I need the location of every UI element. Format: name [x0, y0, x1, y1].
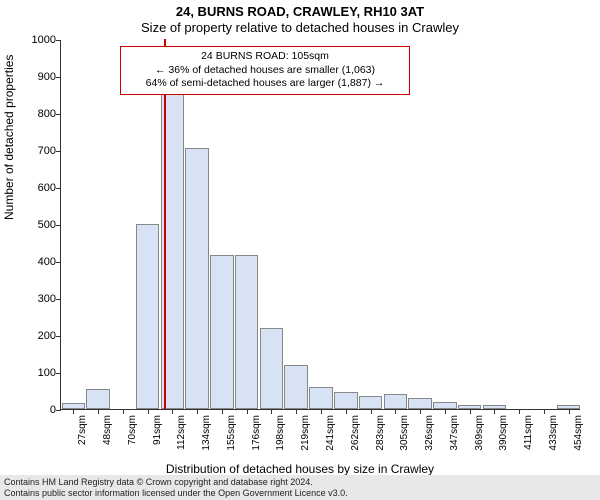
x-tick-mark	[346, 409, 347, 414]
histogram-bar	[483, 405, 507, 409]
histogram-bar	[433, 402, 457, 409]
x-tick-mark	[73, 409, 74, 414]
x-tick-label: 411sqm	[523, 415, 534, 450]
y-tick-label: 1000	[16, 34, 56, 46]
annotation-line: 64% of semi-detached houses are larger (…	[127, 77, 403, 91]
x-tick-mark	[321, 409, 322, 414]
y-tick-mark	[56, 373, 61, 374]
x-tick-label: 155sqm	[226, 415, 237, 451]
histogram-bar	[309, 387, 333, 409]
x-tick-label: 198sqm	[275, 415, 286, 451]
x-tick-mark	[98, 409, 99, 414]
y-tick-mark	[56, 299, 61, 300]
page-title: 24, BURNS ROAD, CRAWLEY, RH10 3AT	[0, 0, 600, 19]
x-tick-mark	[172, 409, 173, 414]
histogram-bar	[334, 392, 358, 409]
y-tick-mark	[56, 225, 61, 226]
y-tick-label: 600	[16, 182, 56, 194]
y-tick-label: 700	[16, 145, 56, 157]
histogram-bar	[408, 398, 432, 409]
x-tick-label: 390sqm	[498, 415, 509, 451]
annotation-line: 24 BURNS ROAD: 105sqm	[127, 50, 403, 64]
histogram-bar	[210, 255, 234, 409]
histogram-bar	[185, 148, 209, 409]
x-tick-mark	[445, 409, 446, 414]
annotation-line: ← 36% of detached houses are smaller (1,…	[127, 64, 403, 78]
footer-line-1: Contains HM Land Registry data © Crown c…	[4, 477, 596, 487]
x-tick-label: 112sqm	[176, 415, 187, 450]
x-tick-label: 241sqm	[325, 415, 336, 451]
histogram-bar	[260, 328, 284, 409]
histogram-bar	[136, 224, 160, 409]
y-tick-label: 800	[16, 108, 56, 120]
x-tick-label: 305sqm	[399, 415, 410, 451]
x-tick-label: 454sqm	[573, 415, 584, 451]
x-tick-mark	[271, 409, 272, 414]
x-tick-label: 219sqm	[300, 415, 311, 451]
x-tick-mark	[470, 409, 471, 414]
x-tick-label: 347sqm	[449, 415, 460, 451]
x-tick-label: 176sqm	[251, 415, 262, 451]
histogram-bar	[86, 389, 110, 409]
x-tick-mark	[494, 409, 495, 414]
x-tick-mark	[544, 409, 545, 414]
y-tick-mark	[56, 410, 61, 411]
page-subtitle: Size of property relative to detached ho…	[0, 19, 600, 35]
x-tick-label: 48sqm	[102, 415, 113, 445]
x-tick-mark	[519, 409, 520, 414]
x-tick-label: 70sqm	[127, 415, 138, 445]
histogram-bar	[557, 405, 581, 409]
x-tick-label: 262sqm	[350, 415, 361, 451]
x-tick-label: 326sqm	[424, 415, 435, 451]
x-tick-label: 369sqm	[474, 415, 485, 451]
y-tick-mark	[56, 336, 61, 337]
x-tick-mark	[148, 409, 149, 414]
histogram-bar	[359, 396, 383, 409]
y-tick-label: 0	[16, 404, 56, 416]
plot-area: 0100200300400500600700800900100027sqm48s…	[60, 40, 580, 410]
y-tick-label: 300	[16, 293, 56, 305]
y-tick-label: 100	[16, 367, 56, 379]
footer-attribution: Contains HM Land Registry data © Crown c…	[0, 475, 600, 500]
chart-area: 0100200300400500600700800900100027sqm48s…	[60, 40, 580, 410]
x-tick-mark	[371, 409, 372, 414]
x-axis-title: Distribution of detached houses by size …	[0, 462, 600, 476]
y-tick-mark	[56, 114, 61, 115]
x-tick-mark	[222, 409, 223, 414]
histogram-bar	[235, 255, 259, 409]
x-tick-label: 283sqm	[375, 415, 386, 451]
histogram-bar	[284, 365, 308, 409]
y-tick-label: 400	[16, 256, 56, 268]
y-tick-mark	[56, 40, 61, 41]
x-tick-label: 134sqm	[201, 415, 212, 451]
y-tick-mark	[56, 262, 61, 263]
x-tick-mark	[247, 409, 248, 414]
x-tick-mark	[420, 409, 421, 414]
x-tick-label: 27sqm	[77, 415, 88, 445]
x-tick-mark	[569, 409, 570, 414]
y-tick-mark	[56, 151, 61, 152]
x-tick-mark	[296, 409, 297, 414]
histogram-bar	[384, 394, 408, 409]
y-tick-label: 200	[16, 330, 56, 342]
histogram-bar	[458, 405, 482, 409]
annotation-box: 24 BURNS ROAD: 105sqm← 36% of detached h…	[120, 46, 410, 95]
x-tick-label: 433sqm	[548, 415, 559, 451]
y-tick-label: 500	[16, 219, 56, 231]
x-tick-mark	[197, 409, 198, 414]
y-axis-label: Number of detached properties	[2, 55, 16, 220]
x-tick-label: 91sqm	[152, 415, 163, 445]
footer-line-2: Contains public sector information licen…	[4, 488, 596, 498]
y-tick-mark	[56, 77, 61, 78]
x-tick-mark	[395, 409, 396, 414]
x-tick-mark	[123, 409, 124, 414]
histogram-bar	[62, 403, 86, 409]
y-tick-label: 900	[16, 71, 56, 83]
y-tick-mark	[56, 188, 61, 189]
